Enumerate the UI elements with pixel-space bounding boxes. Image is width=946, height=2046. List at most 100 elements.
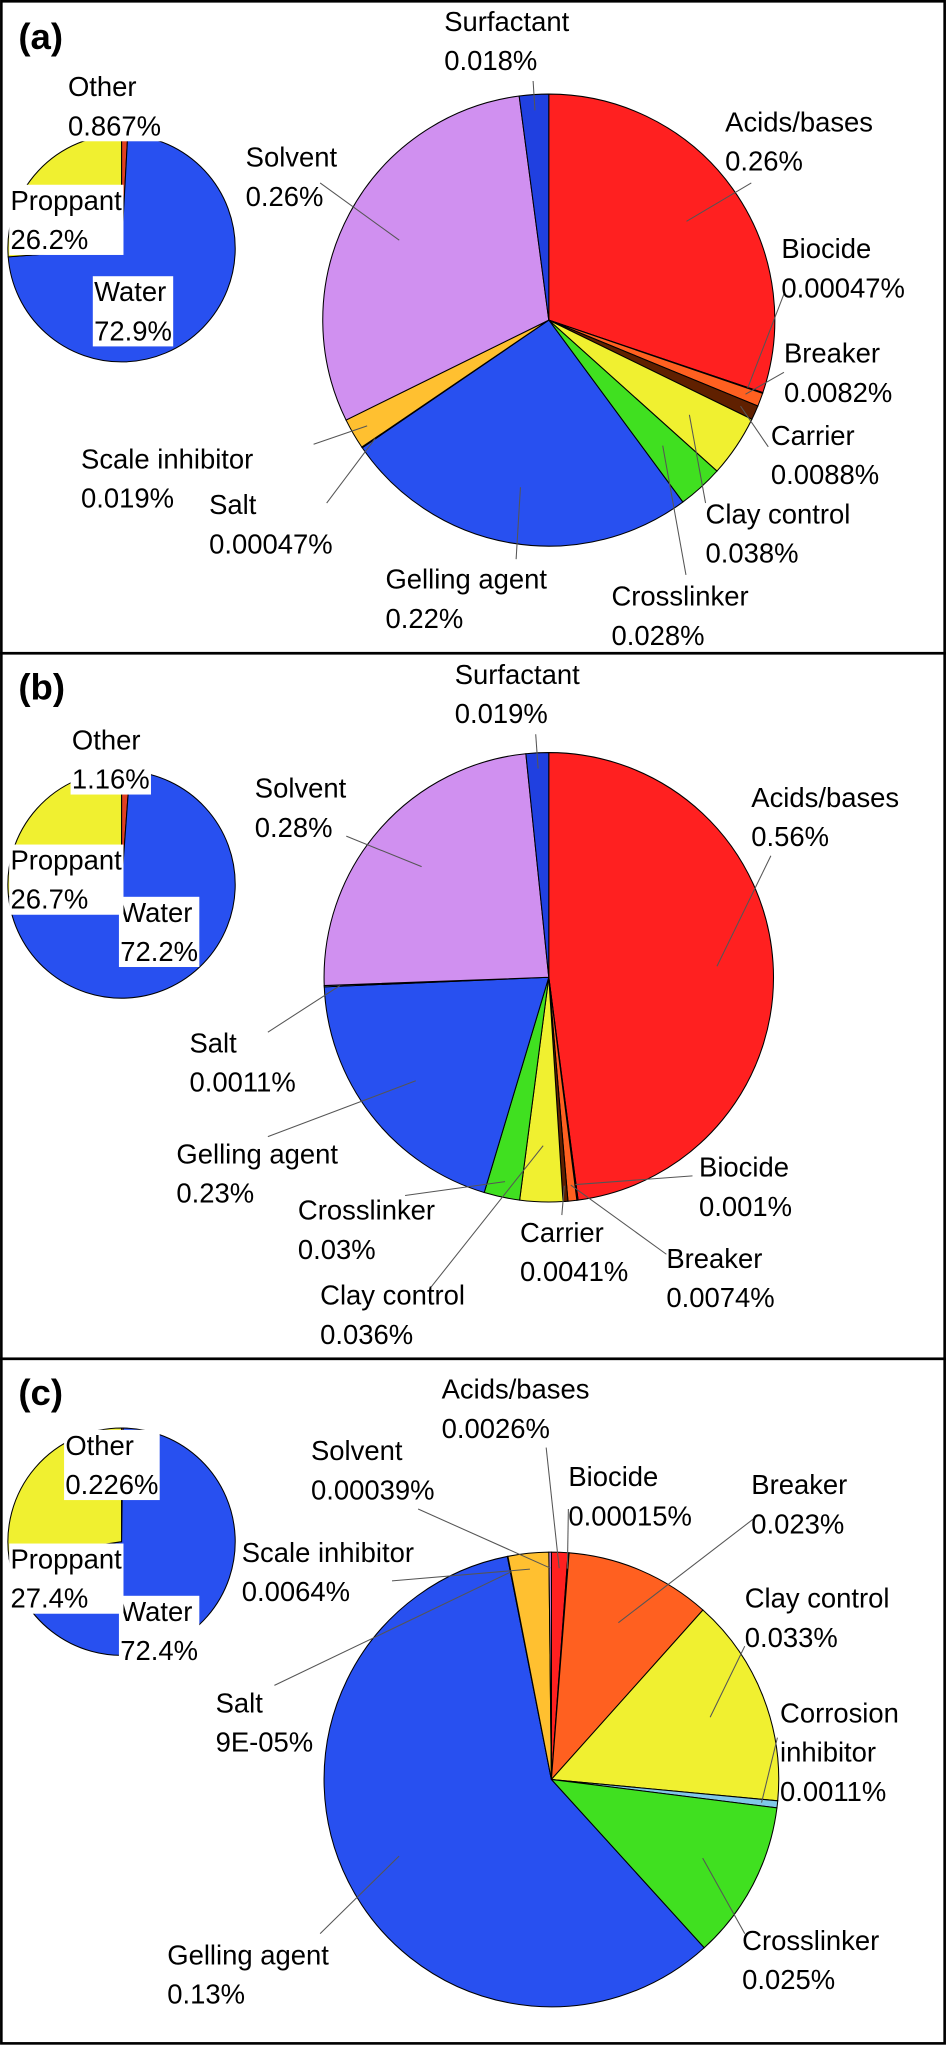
slice-value: 0.03% (298, 1234, 376, 1265)
leader-line (740, 405, 769, 448)
pie-slice (323, 976, 550, 1194)
slice-value: 0.00047% (209, 528, 333, 559)
slice-label: Salt (216, 1687, 264, 1718)
slice-value: 0.26% (246, 181, 324, 212)
leader-line (716, 855, 772, 967)
leader-line (545, 1447, 560, 1569)
slice-value: 0.036% (320, 1319, 413, 1350)
panel-border (0, 1357, 946, 2045)
slice-label: Crosslinker (742, 1925, 879, 1956)
label-box (92, 276, 174, 347)
slice-value: 0.00047% (781, 272, 905, 303)
slice-label: Solvent (246, 142, 338, 173)
label-box (66, 71, 163, 142)
pie-slice (550, 1609, 780, 1802)
slice-label: Corrosion inhibitor (780, 1698, 899, 1768)
inset-slice-value: 72.9% (94, 315, 172, 346)
slice-value: 0.028% (611, 620, 704, 651)
slice-label: Biocide (699, 1152, 789, 1183)
slice-value: 0.038% (706, 538, 799, 569)
slice-value: 0.019% (81, 483, 174, 514)
label-box (118, 896, 200, 968)
slice-value: 0.018% (444, 45, 537, 76)
label-box (118, 1595, 200, 1666)
leader-line (515, 487, 521, 560)
slice-label: Gelling agent (176, 1139, 338, 1170)
slice-label: Acids/bases (751, 782, 899, 813)
pie-slice (550, 1778, 778, 1949)
leader-line (532, 80, 536, 111)
leader-line (313, 425, 368, 445)
slice-label-line: inhibitor (780, 1737, 876, 1768)
slice-label: Carrier (520, 1217, 604, 1248)
leader-line (570, 1184, 667, 1255)
leader-line (267, 1080, 416, 1138)
slice-label: Salt (189, 1027, 237, 1058)
leader-line (274, 1571, 511, 1686)
slice-label: Gelling agent (167, 1939, 329, 1970)
slice-label: Gelling agent (385, 564, 547, 595)
slice-label: Clay control (320, 1280, 465, 1311)
inset-slice-label: Water (94, 276, 166, 307)
leader-line (561, 1185, 565, 1216)
inset-slice-value: 26.7% (10, 884, 88, 915)
slice-label: Surfactant (444, 6, 569, 37)
slice-value: 0.0088% (771, 459, 879, 490)
slice-label: Acids/bases (442, 1374, 590, 1405)
slice-value: 0.22% (385, 603, 463, 634)
label-box (64, 1429, 160, 1501)
inset-label: Water 72.4% (118, 1595, 200, 1666)
slice-label: Crosslinker (298, 1195, 435, 1226)
inset-slice-label: Other (68, 71, 137, 102)
slice-value: 0.033% (745, 1622, 838, 1653)
inset-slice-value: 27.4% (10, 1583, 88, 1614)
inset-slice-value: 0.867% (68, 110, 161, 141)
slice-label: Solvent (311, 1435, 403, 1466)
slice-value: 0.0026% (442, 1413, 550, 1444)
leader-line (618, 1515, 759, 1624)
label-box (70, 724, 151, 795)
slice-label: Surfactant (455, 659, 580, 690)
slice-value: 0.023% (751, 1508, 844, 1539)
inset-label: Water 72.2% (118, 896, 200, 968)
slice-value: 0.13% (167, 1979, 245, 2010)
panel-title: (a) (18, 16, 63, 57)
leader-line (702, 1857, 746, 1934)
leader-line (662, 445, 687, 575)
inset-label: Other 0.226% (64, 1429, 160, 1501)
inset-label: Proppant 27.4% (9, 1543, 124, 1614)
inset-slice-label: Proppant (10, 845, 122, 876)
inset-label: Proppant 26.2% (9, 184, 124, 255)
inset-slice-label: Proppant (10, 1544, 122, 1575)
panel-title: (b) (18, 666, 65, 707)
inset-slice-label: Water (120, 1596, 192, 1627)
panel-title: (c) (18, 1372, 63, 1413)
slice-label: Acids/bases (725, 106, 873, 137)
slice-label: Scale inhibitor (242, 1537, 414, 1568)
leader-line (319, 182, 400, 241)
leader-line (709, 1645, 746, 1718)
pie-slice (550, 1552, 704, 1781)
slice-label-line: Corrosion (780, 1698, 899, 1729)
leader-line (688, 414, 707, 504)
leader-line (346, 835, 422, 868)
slice-label: Biocide (781, 233, 871, 264)
leader-line (566, 1509, 569, 1569)
leader-line (575, 1175, 693, 1186)
slice-value: 0.28% (255, 812, 333, 843)
slice-value: 0.0041% (520, 1256, 628, 1287)
inset-slice-value: 26.2% (10, 224, 88, 255)
slice-value: 0.0082% (784, 377, 892, 408)
leader-line (326, 438, 376, 504)
slice-label: Crosslinker (611, 581, 748, 612)
inset-label: Proppant 26.7% (9, 844, 124, 915)
slice-label: Salt (209, 489, 257, 520)
leader-line (535, 734, 539, 769)
leader-line (417, 1508, 551, 1569)
inset-slice-label: Proppant (10, 185, 122, 216)
pie-slice (322, 95, 550, 421)
slice-value: 0.56% (751, 821, 829, 852)
inset-slice-label: Water (120, 897, 192, 928)
leader-line (745, 371, 785, 395)
